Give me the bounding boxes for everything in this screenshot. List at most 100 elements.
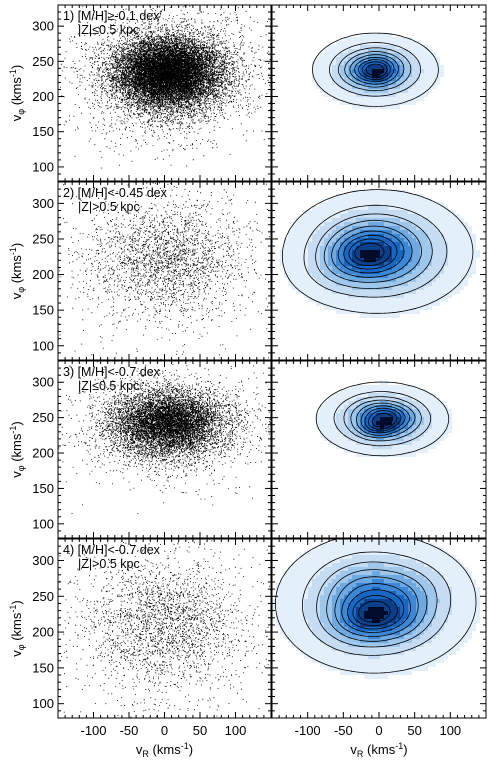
scatter-points-1 bbox=[58, 5, 271, 169]
ticks-panel bbox=[58, 181, 271, 361]
contour-level bbox=[344, 51, 405, 88]
contour-level bbox=[360, 405, 406, 434]
x-tick-label: 100 bbox=[439, 723, 461, 738]
density-panel-1 bbox=[312, 33, 444, 109]
contour-level bbox=[337, 230, 405, 274]
contour-level bbox=[333, 391, 432, 447]
contour-level bbox=[356, 402, 411, 436]
panel-2-label-line2: |Z|>0.5 kpc bbox=[78, 200, 140, 214]
panel-3-label-line2: |Z|≤0.5 kpc bbox=[78, 379, 139, 393]
x-tick-label: 50 bbox=[407, 723, 421, 738]
y-tick-label: 100 bbox=[32, 159, 54, 174]
contour-level bbox=[357, 59, 391, 81]
contour-level bbox=[371, 412, 393, 428]
panel-4-label-line2: |Z|>0.5 kpc bbox=[78, 557, 140, 571]
panel-1-label-line1: 1) [M/H]≥-0.1 dex bbox=[63, 9, 160, 23]
contour-level bbox=[275, 539, 477, 674]
y-tick-label: 150 bbox=[32, 303, 54, 318]
contours-panel-4 bbox=[275, 539, 477, 674]
panel-2-label-line1: 2) [M/H]<-0.45 dex bbox=[63, 186, 168, 200]
y-tick-label: 300 bbox=[32, 553, 54, 568]
contours-panel-3 bbox=[315, 381, 450, 457]
contour-level bbox=[315, 213, 433, 289]
y-tick-label: 200 bbox=[32, 625, 54, 640]
y-axis-label: vφ (kms-1) bbox=[8, 600, 26, 656]
contour-level bbox=[347, 589, 405, 630]
contour-level bbox=[337, 47, 412, 92]
scatter-points-layer bbox=[58, 5, 271, 718]
contour-level bbox=[341, 583, 411, 633]
contour-level bbox=[343, 396, 422, 442]
contour-level bbox=[358, 600, 391, 623]
y-tick-label: 100 bbox=[32, 338, 54, 353]
y-tick-label: 150 bbox=[32, 124, 54, 139]
contour-level bbox=[350, 399, 416, 439]
y-axis-label: vφ (kms-1) bbox=[8, 65, 26, 121]
panel-4-label-line1: 4) [M/H]<-0.7 dex bbox=[63, 543, 161, 557]
panel-3-label-line1: 3) [M/H]<-0.7 dex bbox=[63, 365, 161, 379]
y-tick-label: 250 bbox=[32, 54, 54, 69]
scatter-panel-1 bbox=[58, 5, 271, 169]
scatter-points-3 bbox=[58, 361, 271, 514]
y-tick-label: 200 bbox=[32, 267, 54, 282]
y-tick-label: 250 bbox=[32, 589, 54, 604]
contour-level bbox=[331, 225, 413, 278]
contour-level bbox=[303, 204, 448, 298]
y-tick-label: 250 bbox=[32, 231, 54, 246]
x-axis-label: vR (kms-1) bbox=[350, 741, 407, 759]
density-fill-layer bbox=[272, 33, 480, 679]
ticks-panel bbox=[272, 181, 486, 361]
x-tick-label: 0 bbox=[375, 723, 382, 738]
scatter-panel-3 bbox=[58, 361, 271, 514]
y-tick-label: 200 bbox=[32, 446, 54, 461]
density-panel-3 bbox=[316, 381, 452, 457]
y-tick-label: 250 bbox=[32, 410, 54, 425]
ticks-panel bbox=[58, 4, 271, 182]
contour-level bbox=[367, 410, 398, 430]
ticks-panel bbox=[58, 538, 271, 719]
contour-level bbox=[365, 63, 385, 76]
y-tick-label: 300 bbox=[32, 375, 54, 390]
panel-1-label-line2: |Z|≤0.5 kpc bbox=[78, 23, 139, 37]
y-axis-label: vφ (kms-1) bbox=[8, 243, 26, 299]
contour-lines-layer bbox=[275, 32, 477, 674]
x-axis-label: vR (kms-1) bbox=[136, 741, 193, 759]
contour-level bbox=[315, 381, 450, 457]
contour-level bbox=[343, 234, 398, 270]
ticks-panel bbox=[58, 360, 271, 539]
contour-level bbox=[312, 32, 439, 107]
contour-level bbox=[316, 561, 438, 648]
y-tick-label: 100 bbox=[32, 516, 54, 531]
contour-level bbox=[354, 56, 395, 83]
x-tick-label: -100 bbox=[80, 723, 106, 738]
contour-level bbox=[329, 42, 422, 97]
ticks-panel bbox=[272, 4, 486, 182]
density-panel-2 bbox=[280, 190, 480, 318]
y-tick-label: 150 bbox=[32, 481, 54, 496]
y-tick-label: 300 bbox=[32, 19, 54, 34]
x-tick-label: -50 bbox=[334, 723, 353, 738]
x-tick-label: 100 bbox=[225, 723, 247, 738]
y-tick-label: 100 bbox=[32, 696, 54, 711]
density-panel-4 bbox=[272, 539, 480, 679]
ticks-panel bbox=[272, 360, 486, 539]
x-tick-label: -50 bbox=[120, 723, 139, 738]
x-tick-label: -100 bbox=[295, 723, 321, 738]
axes-layer bbox=[57, 4, 487, 719]
contour-level bbox=[302, 551, 452, 656]
y-tick-label: 200 bbox=[32, 89, 54, 104]
contour-level bbox=[334, 576, 419, 637]
contour-level bbox=[364, 407, 402, 432]
contours-panel-1 bbox=[312, 32, 439, 107]
ticks-panel bbox=[272, 538, 486, 719]
contour-level bbox=[348, 238, 392, 267]
text-layer: 1) [M/H]≥-0.1 dex|Z|≤0.5 kpc100150200250… bbox=[8, 9, 461, 759]
x-tick-label: 50 bbox=[193, 723, 207, 738]
y-axis-label: vφ (kms-1) bbox=[8, 421, 26, 477]
contour-level bbox=[354, 242, 385, 263]
contour-level bbox=[352, 595, 398, 627]
contours-panel-2 bbox=[282, 189, 474, 314]
contour-level bbox=[326, 569, 428, 642]
contour-level bbox=[282, 189, 474, 314]
